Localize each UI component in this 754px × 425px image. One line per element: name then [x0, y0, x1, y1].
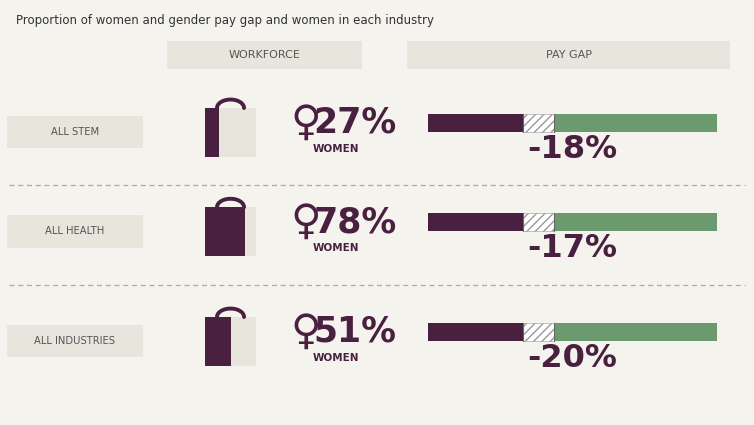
Bar: [205, 317, 231, 366]
Bar: [428, 213, 523, 231]
Bar: [553, 114, 717, 132]
Bar: [523, 213, 553, 231]
Text: -20%: -20%: [527, 343, 618, 374]
Text: ALL STEM: ALL STEM: [51, 127, 99, 137]
Bar: [523, 114, 553, 132]
FancyBboxPatch shape: [7, 215, 143, 247]
FancyBboxPatch shape: [167, 42, 362, 69]
Text: -17%: -17%: [527, 233, 618, 264]
Text: WORKFORCE: WORKFORCE: [228, 50, 300, 60]
Text: 78%: 78%: [313, 205, 397, 239]
Bar: [205, 207, 245, 256]
Bar: [205, 108, 256, 156]
Text: Proportion of women and gender pay gap and women in each industry: Proportion of women and gender pay gap a…: [17, 14, 434, 27]
Bar: [553, 213, 717, 231]
Bar: [205, 207, 256, 256]
Text: ALL INDUSTRIES: ALL INDUSTRIES: [34, 336, 115, 346]
Bar: [428, 114, 523, 132]
Text: 27%: 27%: [313, 106, 397, 140]
Bar: [205, 108, 219, 156]
Bar: [428, 323, 523, 341]
Text: WOMEN: WOMEN: [313, 244, 360, 253]
Bar: [523, 323, 553, 341]
FancyBboxPatch shape: [7, 116, 143, 148]
Text: PAY GAP: PAY GAP: [546, 50, 592, 60]
Bar: [205, 317, 256, 366]
Text: WOMEN: WOMEN: [313, 353, 360, 363]
Bar: [553, 323, 717, 341]
Text: WOMEN: WOMEN: [313, 144, 360, 154]
Text: ♀: ♀: [290, 311, 321, 353]
Text: -18%: -18%: [527, 134, 618, 164]
FancyBboxPatch shape: [407, 42, 730, 69]
FancyBboxPatch shape: [7, 325, 143, 357]
Text: ALL HEALTH: ALL HEALTH: [45, 227, 104, 236]
Text: ♀: ♀: [290, 201, 321, 243]
Text: ♀: ♀: [290, 102, 321, 144]
Text: 51%: 51%: [313, 315, 396, 349]
